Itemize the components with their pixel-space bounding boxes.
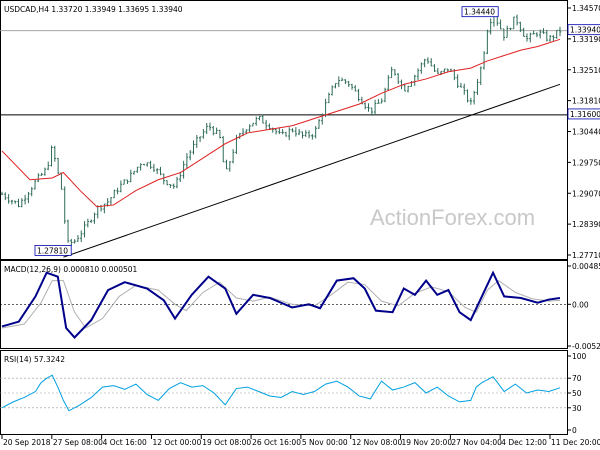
x-tick-label: 19 Oct 08:00 bbox=[202, 438, 251, 447]
price-y-tick-label: 1.31810 bbox=[572, 97, 600, 106]
swing-high-label: 1.34440 bbox=[464, 8, 495, 17]
x-tick-label: 20 Sep 2018 bbox=[3, 438, 51, 447]
swing-low-label-box bbox=[34, 244, 72, 256]
price-y-tick-label: 1.27710 bbox=[572, 251, 600, 260]
price-panel-title: USDCAD,H4 1.33720 1.33949 1.33695 1.3394… bbox=[4, 5, 183, 14]
price-y-tick-label: 1.28390 bbox=[572, 220, 600, 229]
current-price-label-box bbox=[567, 24, 600, 36]
chart-marks: 1.34570 1.33190 1.32510 1.31810 1.30440 1.297… bbox=[0, 4, 600, 447]
x-tick-label: 27 Nov 04:00 bbox=[451, 438, 502, 447]
current-price-label: 1.33940 bbox=[570, 26, 600, 35]
rising-trendline bbox=[63, 83, 561, 258]
rsi-panel-frame bbox=[0, 350, 568, 435]
macd-y-tick-label: 0.00 bbox=[572, 300, 589, 309]
macd-signal-line bbox=[1, 279, 561, 329]
price-y-tick-label: 1.33190 bbox=[572, 35, 600, 44]
x-tick-label: 4 Dec 12:00 bbox=[501, 438, 547, 447]
rsi-panel-title: RSI(14) 57.3242 bbox=[4, 355, 65, 364]
x-tick-label: 12 Nov 08:00 bbox=[352, 438, 403, 447]
x-tick-label: 12 Oct 00:00 bbox=[152, 438, 201, 447]
price-y-tick-label: 1.29070 bbox=[572, 189, 600, 198]
rsi-line bbox=[1, 374, 561, 412]
support-level-label-box bbox=[567, 108, 600, 120]
x-tick-label: 27 Sep 08:00 bbox=[53, 438, 103, 447]
macd-y-tick-label: 0.004853 bbox=[572, 262, 600, 271]
price-y-tick-label: 1.29750 bbox=[572, 158, 600, 167]
swing-low-label: 1.27810 bbox=[37, 246, 68, 255]
macd-y-tick-label: -0.005284 bbox=[572, 342, 600, 351]
macd-panel-title: MACD(12,26,9) 0.000810 0.000501 bbox=[4, 265, 138, 274]
x-tick-label: 11 Dec 20:00 bbox=[551, 438, 600, 447]
x-tick-label: 19 Nov 20:00 bbox=[402, 438, 453, 447]
support-level-label: 1.31600 bbox=[570, 110, 600, 119]
rsi-y-tick-label: 30 bbox=[572, 404, 582, 413]
rsi-y-tick-label: 0 bbox=[572, 426, 577, 435]
moving-average-line bbox=[1, 38, 561, 208]
x-tick-label: 4 Oct 16:00 bbox=[103, 438, 147, 447]
rsi-y-tick-label: 70 bbox=[572, 374, 582, 383]
price-y-tick-label: 1.30440 bbox=[572, 128, 600, 137]
price-y-tick-label: 1.34570 bbox=[572, 4, 600, 13]
x-tick-label: 5 Nov 00:00 bbox=[302, 438, 348, 447]
macd-line bbox=[1, 270, 561, 339]
rsi-y-tick-label: 50 bbox=[572, 389, 582, 398]
watermark: ActionForex.com bbox=[370, 205, 535, 230]
x-tick-label: 26 Oct 16:00 bbox=[252, 438, 301, 447]
swing-high-label-box bbox=[461, 6, 499, 18]
price-panel-frame bbox=[0, 0, 568, 260]
price-y-tick-label: 1.32510 bbox=[572, 66, 600, 75]
rsi-y-tick-label: 100 bbox=[572, 352, 587, 361]
